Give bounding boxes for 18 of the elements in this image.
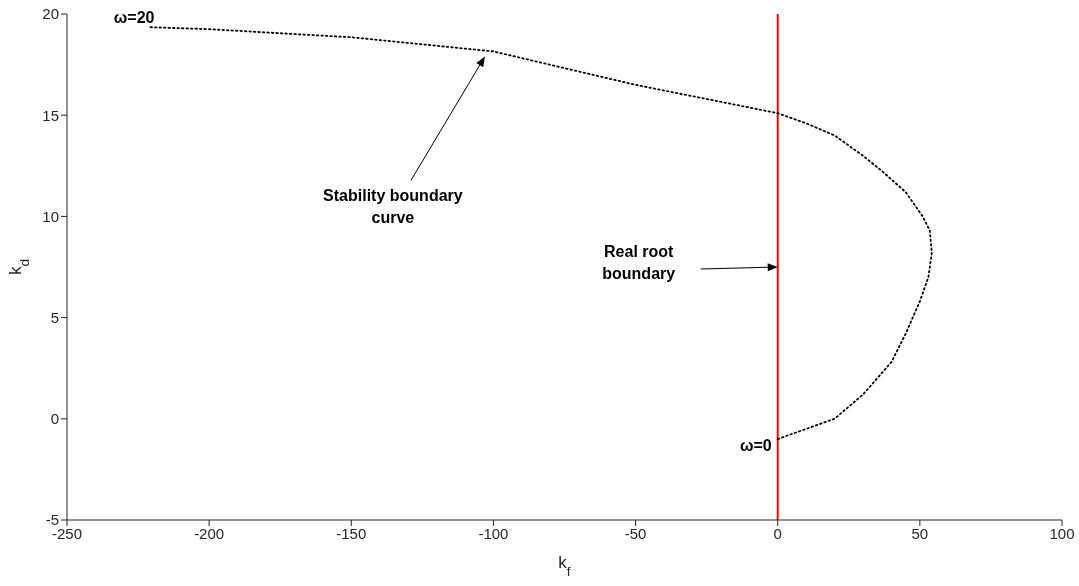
x-tick-label: 100 (1049, 524, 1075, 542)
y-tick-label: 0 (50, 410, 59, 428)
x-axis-title: k$_{f}$ (558, 553, 571, 579)
x-tick-label: -150 (336, 524, 367, 542)
x-tick-label: -100 (478, 524, 509, 542)
line-series (148, 26, 933, 440)
annotation: ω=20 (113, 9, 155, 27)
annotation: ω=0 (739, 437, 772, 455)
x-tick-label: -200 (194, 524, 225, 542)
x-tick-label: -50 (624, 524, 647, 542)
y-tick-label: 10 (42, 207, 59, 225)
x-tick-label: 50 (911, 524, 929, 542)
annotation: Real root boundary (602, 243, 676, 282)
y-tick-label: 15 (42, 106, 59, 124)
x-tick-label: 0 (773, 524, 782, 542)
annotation: Stability boundary curve (323, 186, 463, 226)
y-tick-label: 20 (42, 5, 59, 23)
y-tick-label: 5 (50, 308, 59, 326)
